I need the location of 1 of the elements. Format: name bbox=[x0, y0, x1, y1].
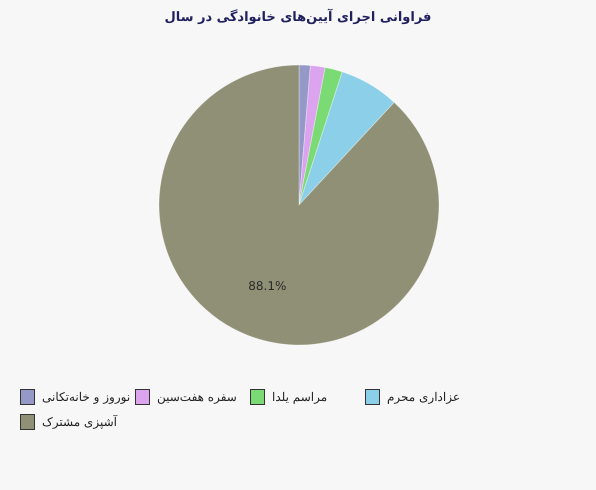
title: فراوانی اجرای آیین‌های خانوادگی در سال bbox=[164, 10, 432, 25]
